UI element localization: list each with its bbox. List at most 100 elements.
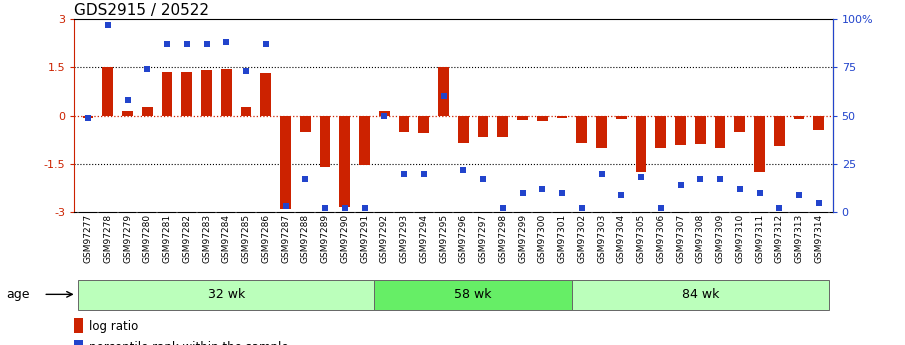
Text: GSM97298: GSM97298 [499,214,508,263]
Bar [74,340,82,345]
Point [673,183,688,188]
FancyBboxPatch shape [78,280,375,310]
Text: GSM97308: GSM97308 [696,214,705,264]
Text: GSM97283: GSM97283 [202,214,211,263]
Bar [695,116,706,144]
Bar [379,111,390,116]
Point [279,204,293,209]
Point [476,177,491,182]
Text: GSM97306: GSM97306 [656,214,665,264]
Bar [181,72,192,116]
Bar [537,116,548,121]
Text: GSM97286: GSM97286 [262,214,271,263]
Bar [162,72,173,116]
Bar [261,73,272,116]
Text: GSM97295: GSM97295 [439,214,448,263]
Bar [102,67,113,116]
Text: GSM97278: GSM97278 [103,214,112,263]
Text: GSM97307: GSM97307 [676,214,685,264]
Point [515,190,529,196]
Point [416,171,431,176]
Bar [478,116,489,137]
Bar [715,116,726,148]
Text: GSM97299: GSM97299 [518,214,527,263]
Text: GSM97304: GSM97304 [617,214,625,263]
Text: GSM97290: GSM97290 [340,214,349,263]
Bar [359,116,370,166]
Point [179,41,194,47]
Point [772,206,786,211]
Text: GSM97282: GSM97282 [182,214,191,263]
Bar [596,116,607,148]
Text: GSM97296: GSM97296 [459,214,468,263]
Point [634,175,648,180]
Text: GSM97285: GSM97285 [242,214,251,263]
Text: GSM97302: GSM97302 [577,214,586,263]
Point [436,93,451,99]
Point [100,22,115,28]
Text: GSM97293: GSM97293 [399,214,408,263]
Bar [734,116,745,132]
FancyBboxPatch shape [375,280,572,310]
Point [396,171,411,176]
Text: 84 wk: 84 wk [681,288,719,302]
Point [338,206,352,211]
Bar [754,116,765,172]
Bar [241,107,252,116]
Bar [221,69,232,116]
Text: GSM97284: GSM97284 [222,214,231,263]
Text: GSM97303: GSM97303 [597,214,606,264]
Bar [438,67,449,116]
Bar [122,111,133,116]
Text: GSM97289: GSM97289 [320,214,329,263]
Bar [615,116,626,119]
Bar [498,116,509,137]
Text: GSM97279: GSM97279 [123,214,132,263]
Bar [281,116,291,209]
Point [732,186,747,192]
Bar [675,116,686,145]
Text: GSM97297: GSM97297 [479,214,488,263]
Point [199,41,214,47]
Text: GSM97311: GSM97311 [755,214,764,264]
Point [219,39,233,45]
Text: GSM97313: GSM97313 [795,214,804,264]
Text: GSM97294: GSM97294 [419,214,428,263]
Text: GSM97291: GSM97291 [360,214,369,263]
Text: GSM97312: GSM97312 [775,214,784,263]
Text: GSM97292: GSM97292 [380,214,389,263]
Point [555,190,569,196]
Text: 32 wk: 32 wk [207,288,245,302]
Bar [74,318,82,333]
Text: GDS2915 / 20522: GDS2915 / 20522 [74,3,209,18]
Bar [201,70,212,116]
Text: GSM97281: GSM97281 [163,214,172,263]
Text: GSM97300: GSM97300 [538,214,547,264]
Text: GSM97277: GSM97277 [83,214,92,263]
Point [693,177,708,182]
Text: percentile rank within the sample: percentile rank within the sample [89,341,289,345]
Bar [576,116,587,143]
Text: GSM97280: GSM97280 [143,214,152,263]
Point [595,171,609,176]
Point [259,41,273,47]
Text: GSM97310: GSM97310 [735,214,744,264]
Point [713,177,728,182]
Point [377,113,392,118]
Point [653,206,668,211]
Bar [339,116,350,207]
Bar [635,116,646,172]
Point [140,67,155,72]
Point [239,68,253,74]
Text: GSM97305: GSM97305 [636,214,645,264]
Point [456,167,471,172]
Bar [517,116,528,120]
Text: GSM97288: GSM97288 [300,214,310,263]
Point [496,206,510,211]
Bar [458,116,469,143]
Point [792,192,806,198]
Text: GSM97314: GSM97314 [814,214,824,263]
Bar [142,107,153,116]
Point [298,177,312,182]
Text: GSM97301: GSM97301 [557,214,567,264]
